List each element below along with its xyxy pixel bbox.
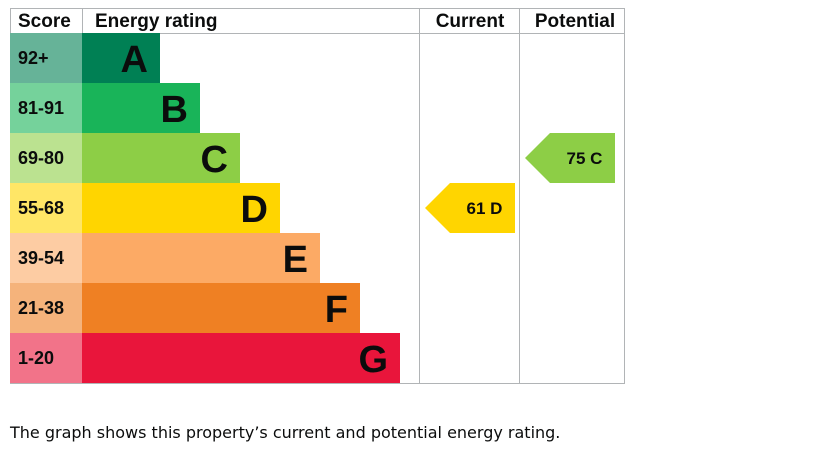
rating-bar [82,183,280,233]
current-rating-label: 61 D [467,199,503,218]
band-c: 69-80 C [10,133,240,183]
score-label: 1-20 [18,348,54,368]
potential-rating-arrow [525,133,615,183]
rating-indicators: 61 D 75 C [425,133,615,233]
energy-rating-header: Energy rating [95,11,217,32]
score-header: Score [18,11,71,32]
band-g: 1-20 G [10,333,400,383]
rating-bands: 92+ A 81-91 B 69-80 C 55-68 D 39-54 E 21-38 F 1-20 G [10,33,400,383]
potential-rating: 75 C [525,133,615,183]
chart-caption: The graph shows this property’s current … [10,423,561,442]
potential-header: Potential [535,11,615,32]
rating-bar [82,133,240,183]
rating-letter: D [241,189,268,231]
rating-bar [82,333,400,383]
rating-bar [82,33,160,83]
score-label: 21-38 [18,298,64,318]
score-cell [10,183,82,233]
score-cell [10,133,82,183]
band-d: 55-68 D [10,183,280,233]
score-label: 69-80 [18,148,64,168]
rating-letter: G [358,339,388,381]
score-cell [10,233,82,283]
band-b: 81-91 B [10,83,200,133]
score-cell [10,283,82,333]
current-header: Current [436,11,505,32]
rating-letter: B [161,89,188,131]
current-rating-arrow [425,183,515,233]
rating-letter: C [201,139,228,181]
rating-bar [82,83,200,133]
rating-letter: A [121,39,148,81]
score-label: 92+ [18,48,49,68]
score-cell [10,33,82,83]
band-f: 21-38 F [10,283,360,333]
band-a: 92+ A [10,33,160,83]
potential-rating-label: 75 C [567,149,603,168]
score-label: 55-68 [18,198,64,218]
score-cell [10,333,82,383]
current-rating: 61 D [425,183,515,233]
score-label: 39-54 [18,248,64,268]
rating-letter: E [283,239,308,281]
score-label: 81-91 [18,98,64,118]
score-cell [10,83,82,133]
rating-bar [82,283,360,333]
epc-chart: Score Energy rating Current Potential 92… [10,8,625,384]
band-e: 39-54 E [10,233,320,283]
rating-bar [82,233,320,283]
rating-letter: F [325,289,348,331]
